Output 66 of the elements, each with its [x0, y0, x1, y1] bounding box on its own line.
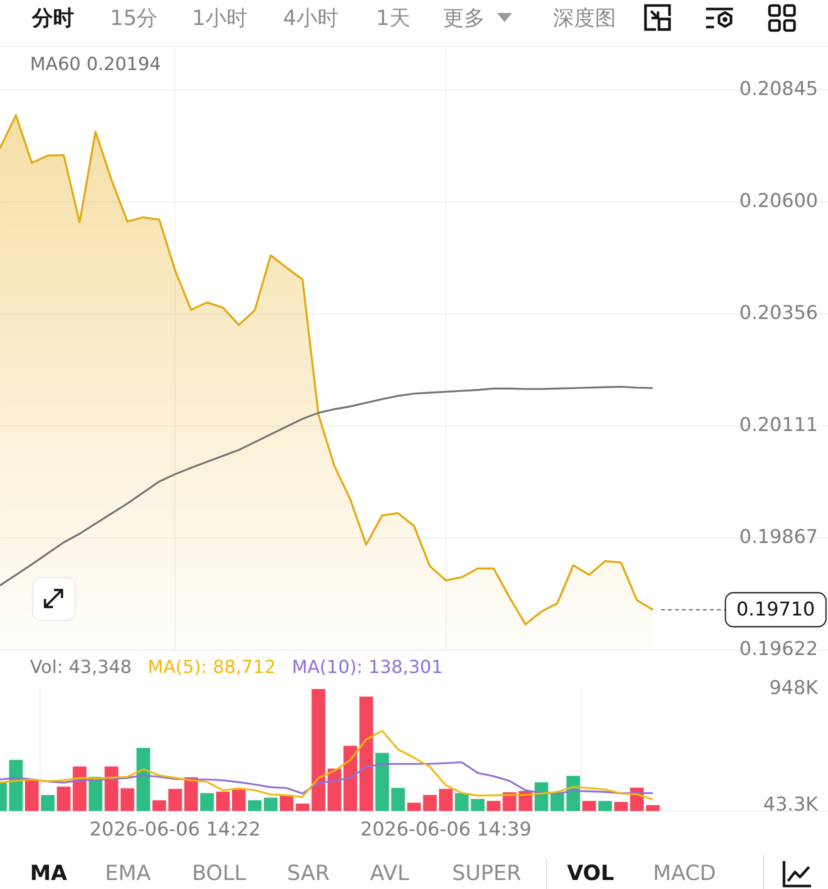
bar	[343, 746, 358, 811]
bar	[359, 696, 374, 811]
bar	[582, 800, 596, 811]
y-tick-label: 43.3K	[763, 793, 819, 816]
bar	[312, 689, 326, 811]
bar	[375, 752, 389, 811]
bar	[391, 788, 405, 811]
bar	[614, 802, 628, 811]
bar	[454, 793, 469, 811]
text: 4小时	[283, 5, 338, 31]
text: 更多	[443, 5, 485, 31]
bar	[184, 777, 198, 811]
bar	[296, 804, 310, 811]
x-tick-label: 2026-06-06 14:39	[360, 818, 532, 840]
text: 分时	[32, 5, 74, 31]
bar	[248, 800, 262, 811]
text: MA	[30, 860, 68, 886]
text: Vol: 43,348	[30, 657, 132, 679]
bar	[168, 788, 182, 811]
y-tick-label: 0.20111	[739, 414, 818, 436]
text: BOLL	[192, 860, 246, 886]
text: 1小时	[192, 5, 248, 31]
text: MA(5): 88,712	[148, 657, 276, 679]
bar	[40, 794, 55, 811]
bar	[534, 782, 548, 811]
text: 1天	[376, 5, 410, 31]
text: AVL	[370, 860, 410, 886]
y-tick-label: 0.20845	[739, 78, 818, 100]
bar	[486, 800, 500, 811]
bar	[598, 800, 612, 811]
y-tick-label: 0.19867	[739, 526, 818, 548]
bar	[264, 798, 278, 811]
bar	[72, 766, 86, 811]
bar	[423, 794, 437, 811]
bar	[646, 805, 660, 811]
text: EMA	[105, 860, 151, 886]
bar	[56, 786, 71, 811]
y-tick-label: 948K	[769, 676, 819, 699]
bar	[136, 748, 150, 811]
text: SUPER	[452, 860, 522, 886]
bar	[280, 794, 294, 811]
bar	[407, 802, 421, 811]
bar	[328, 768, 342, 811]
text: VOL	[567, 860, 614, 886]
x-tick-label: 2026-06-06 14:22	[90, 818, 261, 840]
bar	[104, 766, 118, 811]
text: 15分	[110, 5, 158, 31]
text: SAR	[287, 860, 330, 886]
bar	[232, 790, 246, 811]
bar	[25, 780, 39, 811]
y-tick-label: 0.20600	[739, 190, 818, 212]
bar	[470, 798, 485, 811]
text: MA(10): 138,301	[292, 657, 443, 679]
text: 深度图	[553, 5, 616, 31]
ref-line-label: 0.19710	[736, 598, 816, 621]
bar	[88, 776, 102, 811]
bar	[439, 788, 453, 811]
y-tick-label: 0.19622	[739, 638, 818, 660]
bar	[200, 793, 214, 811]
bar	[216, 792, 230, 811]
bar	[9, 760, 23, 811]
text: MACD	[653, 860, 716, 886]
bar	[120, 788, 134, 811]
bar	[152, 800, 166, 811]
y-tick-label: 0.20356	[739, 302, 818, 324]
text: MA60 0.20194	[30, 54, 161, 76]
